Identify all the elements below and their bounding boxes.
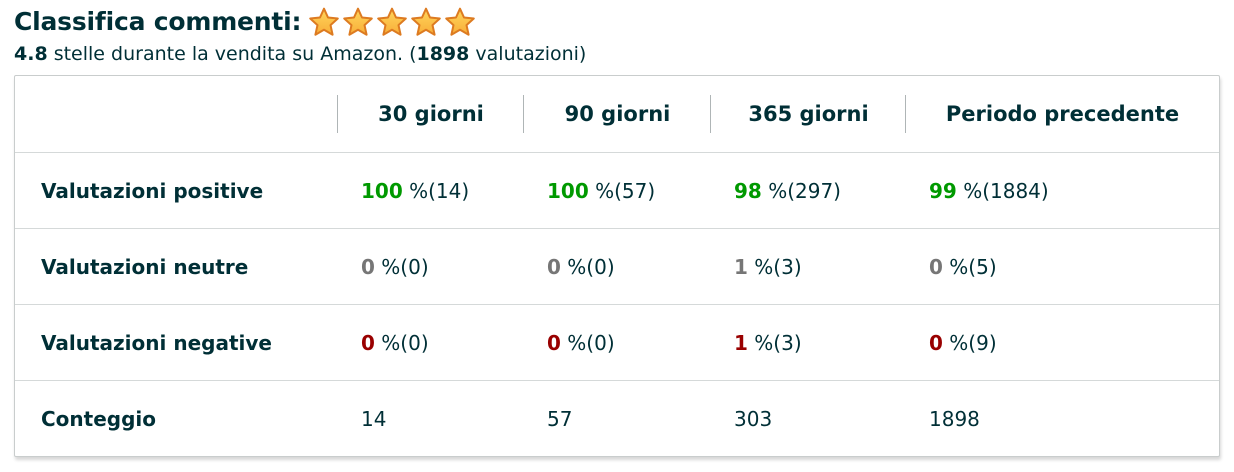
cell-detail: %(5) <box>949 254 997 279</box>
feedback-rating-page: Classifica commenti: 4.8 stelle durante … <box>0 0 1234 457</box>
star-icon <box>411 7 442 36</box>
cell-value: 0 <box>547 254 561 279</box>
cell-detail: %(0) <box>381 330 429 355</box>
table-cell: 0 %(9) <box>906 331 1219 355</box>
table-cell: 1 %(3) <box>711 331 906 355</box>
table-cell: 0 %(0) <box>524 255 711 279</box>
column-divider <box>523 95 524 133</box>
cell-value: 0 <box>361 330 375 355</box>
column-header-label: Periodo precedente <box>945 102 1180 126</box>
table-row-count: Conteggio 14 57 303 1898 <box>15 380 1219 456</box>
table-cell: 57 <box>524 407 711 431</box>
star-icon <box>309 7 340 36</box>
table-row-neutral: Valutazioni neutre 0 %(0) 0 %(0) 1 %(3) … <box>15 228 1219 304</box>
cell-value: 303 <box>734 406 773 431</box>
cell-value: 1 <box>734 330 748 355</box>
rating-summary: 4.8 stelle durante la vendita su Amazon.… <box>14 41 1234 67</box>
cell-detail: %(0) <box>381 254 429 279</box>
rating-value: 4.8 <box>14 43 48 65</box>
cell-value: 100 <box>361 178 403 203</box>
cell-detail: %(57) <box>595 178 656 203</box>
row-label: Valutazioni positive <box>41 178 264 203</box>
cell-detail: %(297) <box>768 178 841 203</box>
table-row-positive: Valutazioni positive 100 %(14) 100 %(57)… <box>15 152 1219 228</box>
table-header-row: 30 giorni 90 giorni 365 giorni Periodo p… <box>15 76 1219 152</box>
column-header-365-giorni: 365 giorni <box>710 76 906 152</box>
table-cell: 100 %(57) <box>524 179 711 203</box>
column-header-90-giorni: 90 giorni <box>523 76 711 152</box>
cell-detail: %(1884) <box>963 178 1049 203</box>
table-row-negative: Valutazioni negative 0 %(0) 0 %(0) 1 %(3… <box>15 304 1219 380</box>
column-header-30-giorni: 30 giorni <box>337 76 524 152</box>
table-cell: 1 %(3) <box>711 255 906 279</box>
column-header-label: 365 giorni <box>748 102 869 126</box>
column-divider <box>710 95 711 133</box>
column-divider <box>905 95 906 133</box>
cell-detail: %(0) <box>567 254 615 279</box>
cell-detail: %(3) <box>754 254 802 279</box>
title-row: Classifica commenti: <box>0 0 1234 39</box>
page-title: Classifica commenti: <box>14 7 302 36</box>
cell-detail: %(3) <box>754 330 802 355</box>
star-icon <box>343 7 374 36</box>
rating-count: 1898 <box>416 43 470 65</box>
table-cell: 0 %(0) <box>524 331 711 355</box>
rating-summary-text-end: valutazioni) <box>469 43 587 65</box>
column-header-label: 30 giorni <box>378 102 484 126</box>
star-icon <box>445 7 476 36</box>
column-divider <box>337 95 338 133</box>
row-label: Valutazioni negative <box>41 330 272 355</box>
cell-detail: %(9) <box>949 330 997 355</box>
cell-value: 0 <box>547 330 561 355</box>
table-cell: 1898 <box>906 407 1219 431</box>
column-header-label: 90 giorni <box>564 102 671 126</box>
header-empty-cell <box>15 76 338 152</box>
star-icon <box>377 7 408 36</box>
table-cell: 99 %(1884) <box>906 179 1219 203</box>
cell-value: 1898 <box>929 406 980 431</box>
cell-detail: %(0) <box>567 330 615 355</box>
row-label: Valutazioni neutre <box>41 254 249 279</box>
feedback-table: 30 giorni 90 giorni 365 giorni Periodo p… <box>14 75 1220 457</box>
table-cell: 0 %(0) <box>338 331 524 355</box>
cell-value: 98 <box>734 178 762 203</box>
cell-value: 0 <box>361 254 375 279</box>
table-cell: 100 %(14) <box>338 179 524 203</box>
rating-summary-text: stelle durante la vendita su Amazon. ( <box>47 43 417 65</box>
column-header-periodo-precedente: Periodo precedente <box>905 76 1219 152</box>
cell-value: 0 <box>929 330 943 355</box>
cell-value: 1 <box>734 254 748 279</box>
table-cell: 303 <box>711 407 906 431</box>
table-cell: 14 <box>338 407 524 431</box>
row-label: Conteggio <box>41 406 157 431</box>
cell-value: 57 <box>547 406 573 431</box>
table-cell: 98 %(297) <box>711 179 906 203</box>
table-cell: 0 %(0) <box>338 255 524 279</box>
cell-detail: %(14) <box>409 178 470 203</box>
table-cell: 0 %(5) <box>906 255 1219 279</box>
star-rating <box>308 7 476 38</box>
cell-value: 100 <box>547 178 589 203</box>
cell-value: 0 <box>929 254 943 279</box>
cell-value: 14 <box>361 406 387 431</box>
cell-value: 99 <box>929 178 957 203</box>
